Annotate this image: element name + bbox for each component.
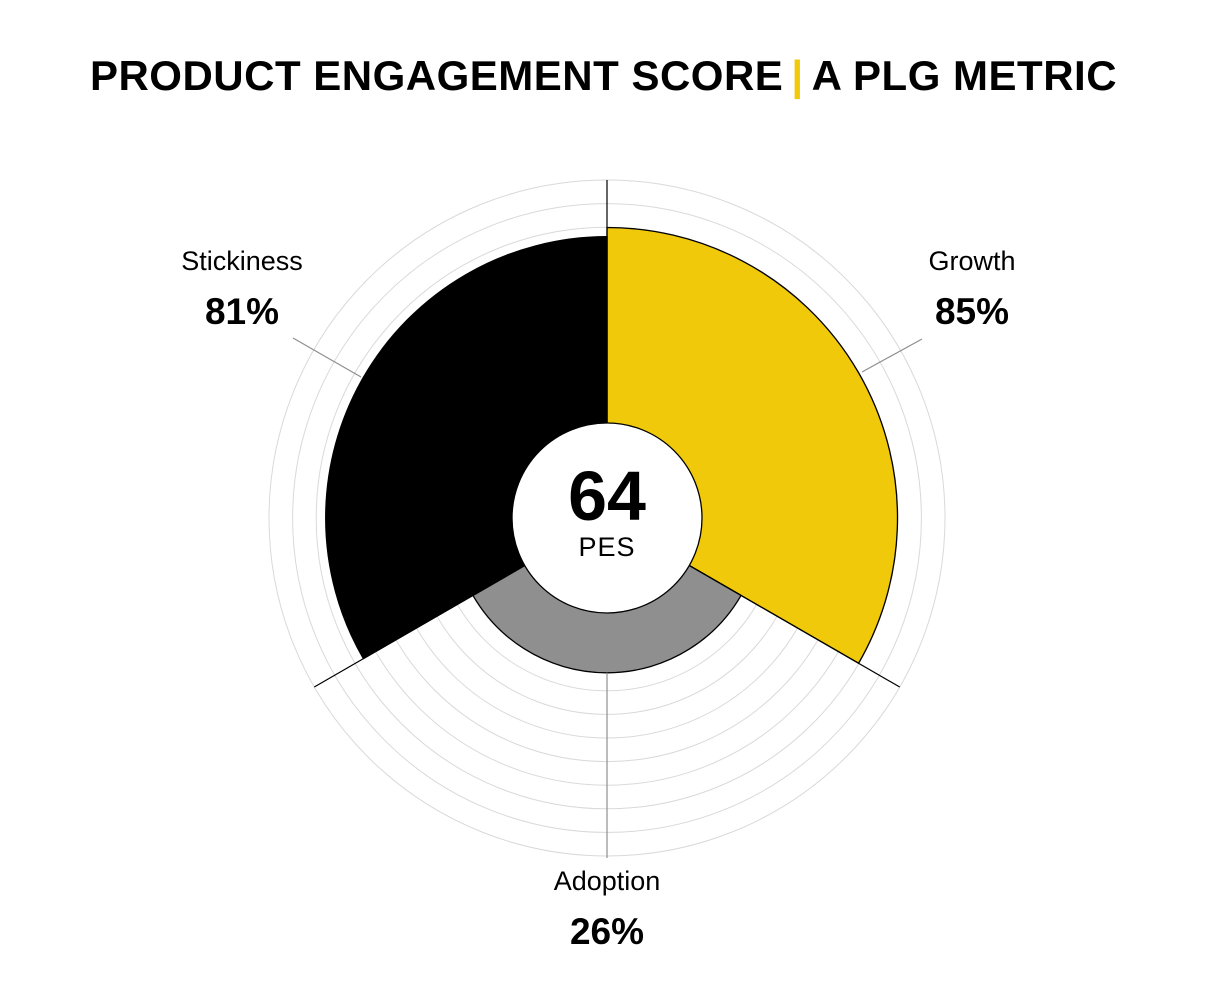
label-adoption: Adoption 26%	[507, 866, 707, 953]
axis-line	[688, 564, 901, 688]
score-value: 64	[568, 457, 646, 535]
category-label: Stickiness	[181, 246, 303, 276]
value-label: 81%	[204, 291, 280, 332]
category-label: Adoption	[553, 866, 661, 896]
score-label: PES	[578, 532, 636, 562]
center-circle	[511, 422, 703, 614]
chart-title: PRODUCT ENGAGEMENT SCORE | A PLG METRIC	[0, 52, 1207, 100]
label-growth: Growth 85%	[872, 246, 1072, 333]
leader-line-growth	[861, 338, 923, 373]
center-score: 64 PES	[507, 460, 707, 562]
title-separator: |	[791, 52, 804, 99]
axis-line	[313, 564, 526, 688]
category-label: Growth	[928, 246, 1016, 276]
label-stickiness: Stickiness 81%	[142, 246, 342, 333]
value-label: 85%	[934, 291, 1010, 332]
title-main: PRODUCT ENGAGEMENT SCORE	[89, 52, 784, 99]
title-sub: A PLG METRIC	[811, 52, 1118, 99]
value-label: 26%	[569, 911, 645, 952]
leader-line-stickiness	[292, 337, 362, 378]
